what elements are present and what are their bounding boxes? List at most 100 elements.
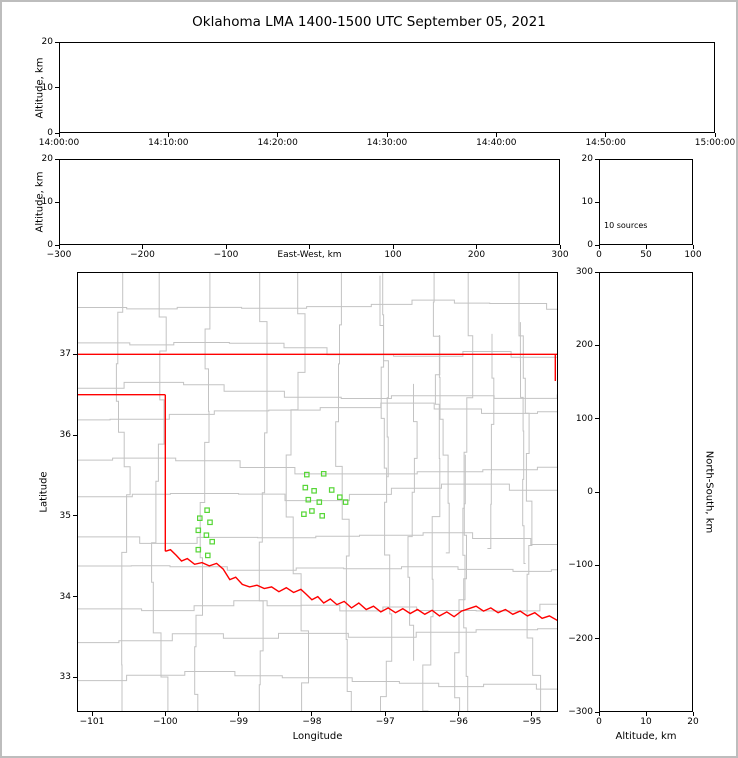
x-tick-label: 100: [684, 250, 702, 260]
county-boundary: [77, 342, 558, 358]
county-boundary: [379, 275, 389, 478]
y-tick-mark: [55, 201, 59, 203]
county-boundary: [258, 272, 268, 712]
county-boundary: [77, 565, 558, 572]
x-tick-label: 100: [384, 250, 402, 260]
plan-view-map: [77, 272, 558, 712]
x-tick-mark: [225, 245, 227, 249]
y-tick-mark: [595, 564, 599, 566]
x-tick-mark: [714, 133, 716, 137]
x-tick-mark: [476, 245, 477, 249]
county-boundary: [487, 333, 495, 549]
y-tick-mark: [595, 638, 599, 640]
x-tick-label: −96: [449, 717, 469, 727]
y-tick-label: 0: [587, 240, 593, 250]
y-tick-mark: [73, 596, 77, 598]
lma-source-point: [301, 511, 307, 518]
oklahoma-state-border: [165, 548, 558, 622]
x-tick-mark: [91, 712, 93, 716]
x-tick-mark: [645, 245, 647, 249]
lma-source-point: [204, 507, 210, 514]
lma-source-point: [207, 519, 213, 526]
lma-source-point: [320, 471, 327, 477]
y-tick-label: 10: [41, 197, 53, 207]
y-tick-label: −100: [568, 560, 593, 571]
y-tick-label: 36: [59, 430, 71, 441]
lma-source-point: [316, 499, 323, 505]
x-tick-label: 14:30:00: [366, 138, 408, 148]
x-tick-mark: [384, 712, 386, 716]
lma-source-point: [195, 546, 202, 553]
x-tick-label: −100: [152, 717, 178, 727]
y-tick-mark: [73, 515, 77, 517]
x-tick-label: −99: [229, 717, 249, 727]
y-axis-label: Altitude, km: [34, 171, 46, 233]
x-tick-mark: [58, 245, 60, 249]
county-boundary: [454, 272, 474, 712]
x-tick-label: −98: [302, 717, 322, 727]
y-tick-mark: [55, 132, 59, 134]
x-tick-label: −100: [213, 250, 239, 260]
lma-source-point: [302, 484, 309, 491]
x-tick-mark: [531, 712, 533, 716]
x-tick-mark: [311, 712, 313, 716]
y-tick-label: −200: [568, 633, 593, 644]
x-tick-label: 300: [551, 250, 569, 260]
county-boundary: [194, 272, 211, 712]
x-tick-mark: [598, 245, 600, 249]
y-tick-label: −300: [568, 707, 593, 717]
x-tick-label: −97: [375, 717, 395, 727]
x-tick-mark: [58, 133, 60, 137]
y-tick-mark: [73, 353, 77, 355]
county-boundary: [422, 272, 441, 712]
x-tick-mark: [645, 712, 647, 716]
x-tick-label: 14:20:00: [257, 138, 298, 148]
y-tick-label: 10: [41, 82, 53, 93]
x-tick-label: −101: [79, 717, 105, 727]
county-boundary: [77, 457, 558, 475]
county-boundary: [285, 272, 309, 712]
y-tick-mark: [55, 41, 59, 43]
y-tick-mark: [595, 491, 599, 493]
county-boundary: [77, 628, 558, 644]
county-boundary: [77, 299, 558, 310]
y-tick-label: 100: [575, 413, 593, 424]
county-boundary: [77, 483, 558, 502]
x-tick-label: 0: [596, 250, 602, 260]
y-tick-label: 20: [41, 154, 53, 164]
y-axis-label: Altitude, km: [34, 57, 46, 118]
y-tick-mark: [595, 711, 599, 713]
y-tick-mark: [55, 87, 59, 88]
y-tick-label: 300: [575, 267, 593, 277]
y-tick-label: 0: [47, 128, 53, 138]
lma-source-point: [305, 496, 312, 503]
x-tick-label: −300: [46, 250, 72, 260]
x-axis-label: Altitude, km: [615, 731, 677, 742]
y-tick-mark: [595, 158, 599, 160]
map-frame: [77, 272, 558, 712]
county-boundary: [438, 335, 450, 554]
county-boundary: [463, 454, 469, 712]
y-tick-mark: [73, 676, 77, 678]
y-tick-label: 0: [47, 240, 53, 250]
y-tick-label: 200: [575, 340, 593, 351]
x-tick-mark: [392, 245, 394, 249]
figure-title: Oklahoma LMA 1400-1500 UTC September 05,…: [192, 14, 546, 30]
x-tick-label: 10: [640, 717, 652, 727]
county-boundary: [518, 272, 542, 712]
lma-source-point: [209, 538, 216, 545]
lma-source-point: [337, 494, 343, 501]
x-tick-label: 0: [596, 717, 602, 727]
lma-source-point: [195, 527, 202, 534]
x-tick-label: 14:10:00: [148, 138, 189, 148]
county-boundary: [151, 272, 169, 712]
lma-source-point: [205, 552, 211, 559]
x-tick-label: 14:50:00: [585, 138, 626, 148]
county-boundary: [77, 671, 558, 690]
x-tick-label: 50: [640, 250, 652, 260]
y-tick-mark: [73, 434, 77, 436]
x-tick-label: 14:40:00: [476, 138, 517, 148]
x-tick-mark: [495, 133, 497, 137]
x-tick-label: −95: [522, 717, 542, 727]
